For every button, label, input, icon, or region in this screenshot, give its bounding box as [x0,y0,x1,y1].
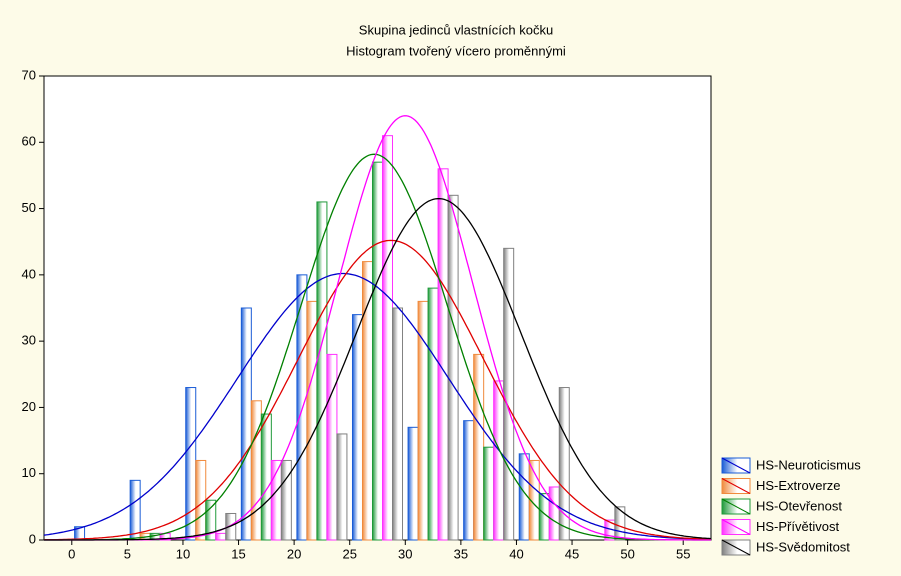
legend-label: HS-Neuroticismus [756,457,861,472]
bar [185,387,197,541]
bar [558,387,570,541]
bar [417,300,429,541]
legend-swatch-line [721,519,751,535]
bar [614,506,626,541]
x-tick-label: 10 [176,546,190,561]
y-tick-label: 10 [22,465,36,480]
bar [205,499,217,541]
x-tick-label: 20 [287,546,301,561]
bar [215,532,227,541]
legend-label: HS-Otevřenost [756,498,842,513]
x-tick-label: 50 [620,546,634,561]
bar [382,135,394,541]
bar [280,459,292,541]
x-tick-label: 40 [509,546,523,561]
bar [483,446,495,541]
bar [336,433,348,541]
legend-label: HS-Přívětivost [756,519,839,534]
legend-label: HS-Svědomitost [756,539,850,554]
x-tick-label: 30 [398,546,412,561]
x-tick-label: 25 [342,546,356,561]
x-tick-label: 45 [565,546,579,561]
bar [260,413,272,541]
fit-curve [44,153,711,541]
bar [473,353,485,541]
bar [427,287,439,541]
bar [371,161,384,541]
x-tick-label: 15 [231,546,245,561]
bar [463,420,475,541]
bar [548,486,560,541]
bar [361,261,373,541]
legend-swatch-line [721,539,751,556]
x-tick-label: 35 [454,546,468,561]
bar [306,300,318,541]
bar [493,380,505,541]
legend-label: HS-Extroverze [756,478,841,493]
legend-swatch-line [721,457,751,474]
bar [392,307,404,541]
bar [326,353,338,541]
bar [240,307,252,541]
fit-curve [43,272,712,541]
bar [129,479,141,541]
y-tick-label: 40 [22,266,36,281]
chart-subtitle: Histogram tvořený vícero proměnnými [346,43,566,58]
fit-curve [44,239,712,541]
y-tick-label: 30 [22,333,36,348]
bar [503,247,515,541]
bar [437,168,449,541]
x-tick-label: 55 [676,546,690,561]
chart-title: Skupina jedinců vlastnících kočku [359,22,553,37]
y-tick-label: 60 [22,134,36,149]
y-tick-label: 0 [29,531,36,546]
legend-swatch-line [721,498,751,515]
bar [351,314,363,541]
bar [250,400,262,541]
fit-curve [44,198,712,541]
y-tick-label: 70 [22,67,36,82]
y-tick-label: 20 [22,399,36,414]
legend-swatch-line [721,478,751,494]
y-tick-label: 50 [22,200,36,215]
bar [225,512,237,541]
x-tick-label: 5 [124,546,131,561]
bar [195,459,207,541]
x-tick-label: 0 [68,546,75,561]
bar [447,194,459,541]
bar [407,426,419,541]
